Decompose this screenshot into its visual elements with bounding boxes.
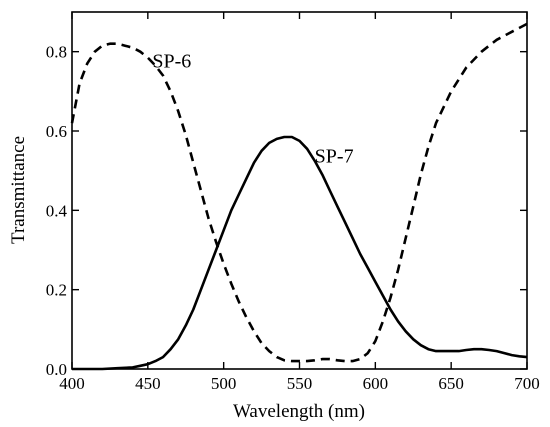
series-annotation-sp-7: SP-7 (315, 146, 354, 168)
y-axis-title: Transmittance (8, 136, 29, 244)
x-tick-label: 700 (514, 374, 540, 393)
series-line-sp-6 (70, 22, 528, 363)
series-annotation-sp-6: SP-6 (152, 51, 191, 73)
series-annotations: SP-6 SP-7 (152, 51, 353, 168)
series-lines (70, 22, 528, 371)
y-tick-label: 0.8 (46, 43, 67, 62)
x-tick-label: 500 (211, 374, 237, 393)
x-tick-label: 600 (363, 374, 389, 393)
y-tick-label: 0.2 (46, 281, 67, 300)
series-line-sp-7 (72, 135, 528, 371)
x-tick-label: 550 (287, 374, 313, 393)
x-tick-label: 650 (438, 374, 464, 393)
y-tick-label: 0.4 (46, 201, 68, 220)
y-tick-label: 0.6 (46, 122, 67, 141)
x-tick-label: 400 (59, 374, 85, 393)
y-tick-label: 0.0 (46, 360, 67, 379)
x-axis-title: Wavelength (nm) (233, 401, 365, 422)
plot-frame (71, 11, 528, 370)
axis-tick-labels: 400 450 500 550 600 650 700 0.0 0.2 0.4 0.6 0.8 (46, 43, 540, 393)
axis-ticks (71, 12, 528, 370)
x-tick-label: 450 (135, 374, 161, 393)
